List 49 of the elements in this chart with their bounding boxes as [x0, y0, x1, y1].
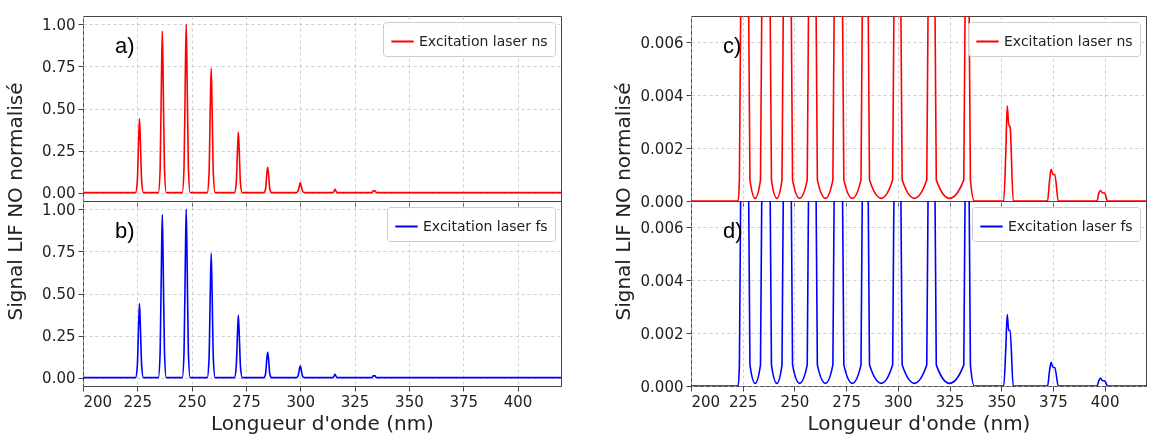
line-series [83, 208, 561, 379]
annotation: b) [115, 218, 135, 243]
x-tick-label: 300 [286, 392, 316, 411]
x-tick-label: 225 [123, 392, 153, 411]
y-tick-label: 0.25 [42, 142, 76, 161]
y-tick-label: 0.000 [640, 192, 684, 211]
x-tick-label: 350 [395, 392, 424, 411]
y-tick-label: 0.50 [42, 285, 76, 303]
y-axis-title: Signal LIF NO normalisé [2, 82, 27, 321]
y-tick-label: 0.50 [42, 100, 76, 118]
legend-label: Excitation laser ns [419, 32, 548, 49]
y-tick-label: 0.25 [42, 327, 76, 346]
x-tick-label: 300 [884, 392, 913, 411]
y-tick-label: 0.004 [640, 271, 684, 290]
x-tick-label: 250 [780, 392, 810, 411]
x-tick-label: 200 [691, 392, 721, 411]
x-tick-label: 275 [232, 392, 261, 411]
legend-label: Excitation laser fs [1008, 217, 1133, 234]
y-tick-label: 0.75 [42, 57, 76, 76]
x-tick-label: 375 [1039, 392, 1068, 411]
y-tick-label: 0.000 [640, 377, 684, 396]
x-tick-label: 325 [340, 392, 370, 411]
x-tick-label: 250 [177, 392, 207, 411]
y-tick-label: 0.002 [640, 139, 684, 158]
annotation: a) [115, 33, 135, 58]
y-tick-label: 1.00 [42, 15, 76, 34]
y-tick-label: 0.006 [640, 33, 684, 52]
x-tick-label: 275 [832, 392, 861, 411]
y-tick-label: 0.004 [640, 86, 684, 105]
legend-label: Excitation laser ns [1004, 32, 1133, 49]
y-tick-label: 0.00 [42, 184, 76, 203]
y-tick-label: 0.75 [42, 242, 76, 261]
legend-label: Excitation laser fs [423, 217, 548, 234]
x-tick-label: 350 [987, 392, 1017, 411]
x-axis-title: Longueur d'onde (nm) [211, 410, 434, 435]
y-axis-title: Signal LIF NO normalisé [610, 82, 635, 321]
x-tick-label: 375 [449, 392, 479, 411]
annotation: c) [723, 33, 742, 58]
y-tick-label: 0.00 [42, 369, 76, 388]
x-tick-label: 400 [503, 392, 533, 411]
y-tick-label: 0.006 [640, 218, 684, 237]
x-tick-label: 400 [1090, 392, 1120, 411]
x-tick-label: 200 [83, 392, 113, 411]
x-tick-label: 325 [935, 392, 965, 411]
x-axis-title: Longueur d'onde (nm) [807, 410, 1031, 435]
y-tick-label: 1.00 [42, 200, 76, 219]
y-tick-label: 0.002 [640, 324, 684, 343]
line-series [83, 23, 561, 194]
x-tick-label: 225 [728, 392, 758, 411]
